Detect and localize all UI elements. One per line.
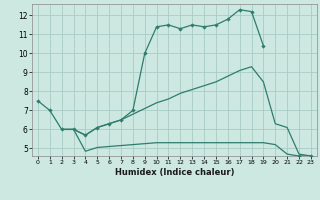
X-axis label: Humidex (Indice chaleur): Humidex (Indice chaleur) — [115, 168, 234, 177]
